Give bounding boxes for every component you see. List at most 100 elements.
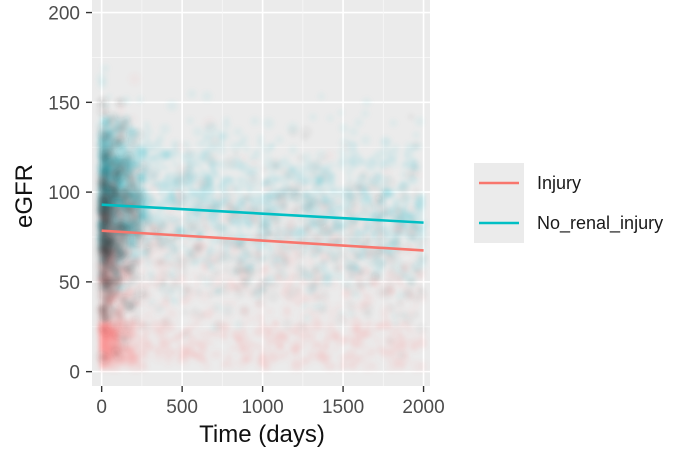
point-overlap <box>310 160 321 171</box>
point-injury <box>365 185 374 194</box>
point-overlap <box>387 284 395 292</box>
point-injury <box>359 330 369 340</box>
point-overlap <box>161 270 171 280</box>
point-overlap <box>408 113 415 120</box>
point-injury <box>389 213 397 221</box>
point-overlap <box>343 282 350 289</box>
point-overlap <box>344 264 352 272</box>
point-overlap <box>416 323 426 333</box>
point-overlap <box>204 254 211 261</box>
point-no-renal-injury <box>218 223 228 233</box>
point-overlap <box>181 330 190 339</box>
point-injury <box>247 173 259 185</box>
point-no-renal-injury <box>290 166 299 175</box>
point-no-renal-injury <box>303 190 312 199</box>
point-no-renal-injury <box>344 167 354 177</box>
point-no-renal-injury <box>211 128 222 139</box>
point-injury <box>336 353 345 362</box>
point-injury <box>161 244 173 256</box>
point-overlap <box>118 224 131 237</box>
point-injury <box>183 325 193 335</box>
point-injury <box>399 340 406 347</box>
point-injury <box>313 324 322 332</box>
point-overlap <box>319 307 326 314</box>
point-no-renal-injury <box>164 172 171 179</box>
point-injury <box>290 344 302 356</box>
point-overlap <box>387 338 394 345</box>
point-injury <box>174 355 183 364</box>
point-injury <box>145 301 153 309</box>
point-overlap <box>301 126 313 138</box>
point-overlap <box>136 187 144 195</box>
point-injury <box>143 311 153 321</box>
point-overlap <box>130 163 140 173</box>
point-injury <box>280 246 291 257</box>
point-injury <box>381 304 393 316</box>
point-no-renal-injury <box>309 113 317 121</box>
point-injury <box>188 335 200 347</box>
legend: Injury No_renal_injury <box>474 163 663 243</box>
point-no-renal-injury <box>280 174 291 185</box>
point-injury <box>407 229 419 241</box>
point-no-renal-injury <box>201 91 213 102</box>
point-no-renal-injury <box>388 234 400 246</box>
point-no-renal-injury <box>154 161 165 172</box>
point-overlap <box>364 310 373 319</box>
point-overlap <box>126 304 133 311</box>
point-injury <box>217 242 225 250</box>
point-overlap <box>99 155 111 167</box>
point-no-renal-injury <box>266 162 278 174</box>
point-injury <box>185 148 193 157</box>
point-overlap <box>333 257 341 265</box>
point-overlap <box>242 194 249 201</box>
point-injury <box>192 273 199 280</box>
point-injury <box>382 250 390 258</box>
point-injury <box>261 362 269 370</box>
point-no-renal-injury <box>243 145 251 153</box>
point-overlap <box>384 176 396 188</box>
point-overlap <box>97 104 109 116</box>
point-injury <box>193 241 204 252</box>
point-injury <box>179 252 188 261</box>
point-overlap <box>123 219 133 229</box>
point-injury <box>235 357 248 369</box>
point-overlap <box>108 238 117 246</box>
point-overlap <box>415 240 424 249</box>
point-overlap <box>320 273 329 282</box>
point-injury <box>233 255 244 266</box>
point-overlap <box>353 280 363 290</box>
point-no-renal-injury <box>136 95 144 104</box>
point-injury <box>351 269 363 280</box>
point-overlap <box>417 286 425 294</box>
point-no-renal-injury <box>348 126 359 137</box>
point-overlap <box>372 273 379 280</box>
point-injury <box>373 321 382 331</box>
point-injury <box>386 356 393 364</box>
point-no-renal-injury <box>105 93 112 100</box>
point-injury <box>172 349 180 356</box>
point-no-renal-injury <box>402 200 410 208</box>
point-injury <box>201 329 212 340</box>
point-injury <box>273 320 280 327</box>
point-injury <box>396 332 404 340</box>
point-injury <box>272 248 283 259</box>
point-injury <box>147 183 159 195</box>
point-injury <box>198 290 210 302</box>
point-injury <box>334 198 342 206</box>
point-no-renal-injury <box>133 152 141 160</box>
point-injury <box>365 232 372 239</box>
point-injury <box>196 353 207 364</box>
point-overlap <box>211 137 219 145</box>
point-overlap <box>277 189 287 199</box>
point-overlap <box>112 331 122 340</box>
point-overlap <box>194 198 203 207</box>
point-injury <box>386 338 399 351</box>
point-injury <box>170 335 179 344</box>
point-injury <box>146 247 156 257</box>
point-injury <box>140 320 149 329</box>
point-no-renal-injury <box>168 270 176 278</box>
point-injury <box>260 291 267 299</box>
point-overlap <box>234 289 244 299</box>
point-injury <box>250 159 258 167</box>
point-no-renal-injury <box>256 134 264 142</box>
